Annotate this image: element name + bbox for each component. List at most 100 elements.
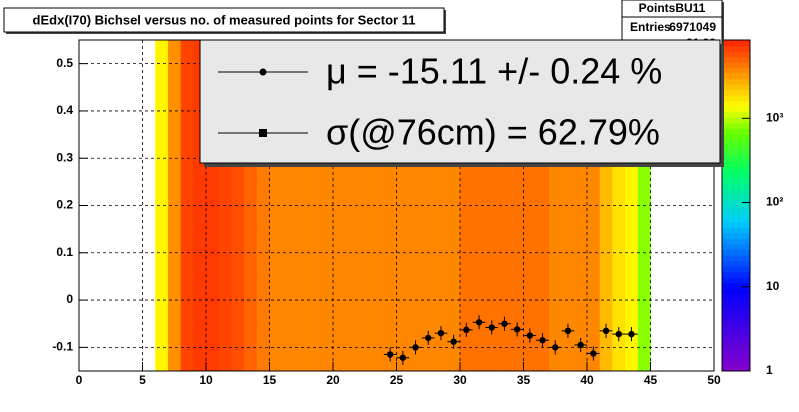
palette-slice — [722, 155, 750, 162]
legend-text: μ = -15.11 +/- 0.24 % — [326, 51, 662, 92]
palette-slice — [722, 117, 750, 124]
x-tick-label: 20 — [326, 373, 340, 387]
palette-slice — [722, 73, 750, 80]
palette-slice — [722, 227, 750, 234]
point — [437, 329, 445, 337]
point — [552, 344, 559, 351]
z-tick-label: 10 — [766, 279, 780, 293]
palette-slice — [722, 359, 750, 366]
point — [450, 338, 457, 345]
palette-slice — [722, 282, 750, 289]
point — [590, 350, 597, 357]
palette-slice — [722, 249, 750, 256]
palette-slice — [722, 62, 750, 69]
palette-slice — [722, 348, 750, 355]
point — [577, 341, 584, 349]
palette-slice — [722, 205, 750, 212]
palette-slice — [722, 332, 750, 339]
palette-slice — [722, 244, 750, 251]
palette-slice — [722, 299, 750, 306]
heat-cell — [155, 40, 169, 371]
point — [425, 334, 432, 342]
legend-marker — [259, 129, 267, 137]
point — [463, 326, 470, 334]
palette-slice — [722, 326, 750, 333]
point — [564, 327, 572, 335]
x-tick-label: 35 — [517, 373, 531, 387]
palette-slice — [722, 365, 750, 372]
z-tick-label: 1 — [766, 363, 773, 377]
palette-slice — [722, 260, 750, 267]
point — [539, 337, 546, 344]
palette-slice — [722, 45, 750, 52]
palette-slice — [722, 95, 750, 102]
x-tick-label: 30 — [453, 373, 467, 387]
palette-slice — [722, 67, 750, 74]
point — [628, 330, 635, 338]
palette-slice — [722, 304, 750, 311]
palette-slice — [722, 100, 750, 107]
chart-title: dEdx(I70) Bichsel versus no. of measured… — [33, 12, 416, 27]
x-tick-label: 15 — [263, 373, 277, 387]
y-tick-label: -0.1 — [52, 340, 73, 354]
point — [488, 324, 495, 331]
palette-slice — [722, 211, 750, 218]
palette-slice — [722, 78, 750, 85]
palette-slice — [722, 233, 750, 240]
y-tick-label: 0.5 — [56, 56, 73, 70]
palette-slice — [722, 150, 750, 157]
palette-slice — [722, 51, 750, 58]
point — [399, 354, 407, 361]
legend-marker — [259, 68, 267, 76]
title-box — [3, 7, 445, 33]
heat-cell — [167, 40, 181, 371]
stats-value: 6971049 — [669, 20, 716, 34]
x-tick-label: 5 — [139, 373, 146, 387]
palette-slice — [722, 199, 750, 206]
point — [602, 327, 610, 335]
x-tick-label: 40 — [580, 373, 594, 387]
legend-box — [199, 39, 721, 164]
y-tick-label: 0.2 — [56, 198, 73, 212]
y-tick-label: 0.3 — [56, 150, 73, 164]
point — [386, 351, 394, 358]
palette-slice — [722, 288, 750, 295]
palette-slice — [722, 321, 750, 328]
palette-slice — [722, 354, 750, 361]
palette-slice — [722, 106, 750, 113]
x-tick-label: 25 — [390, 373, 404, 387]
palette-slice — [722, 222, 750, 229]
y-tick-label: 0.1 — [56, 245, 73, 259]
x-tick-label: 50 — [707, 373, 721, 387]
x-tick-label: 0 — [76, 373, 83, 387]
palette-slice — [722, 166, 750, 173]
palette-slice — [722, 266, 750, 273]
y-tick-label: 0 — [66, 292, 73, 306]
palette-slice — [722, 128, 750, 135]
palette-slice — [722, 216, 750, 223]
palette-slice — [722, 343, 750, 350]
palette-slice — [722, 133, 750, 140]
legend-text: σ(@76cm) = 62.79% — [326, 112, 660, 153]
palette-slice — [722, 293, 750, 300]
palette-slice — [722, 139, 750, 146]
x-tick-label: 45 — [644, 373, 658, 387]
palette-slice — [722, 310, 750, 317]
palette-slice — [722, 183, 750, 190]
z-tick-label: 10² — [766, 195, 783, 209]
palette-slice — [722, 188, 750, 195]
palette-slice — [722, 194, 750, 201]
palette-slice — [722, 111, 750, 118]
palette-slice — [722, 40, 750, 47]
palette-slice — [722, 238, 750, 245]
point — [475, 319, 483, 326]
palette-slice — [722, 84, 750, 91]
z-tick-label: 10³ — [766, 110, 783, 124]
point — [513, 326, 521, 333]
point — [412, 344, 419, 351]
palette-slice — [722, 315, 750, 322]
palette-slice — [722, 144, 750, 151]
palette-slice — [722, 122, 750, 129]
palette-slice — [722, 277, 750, 284]
